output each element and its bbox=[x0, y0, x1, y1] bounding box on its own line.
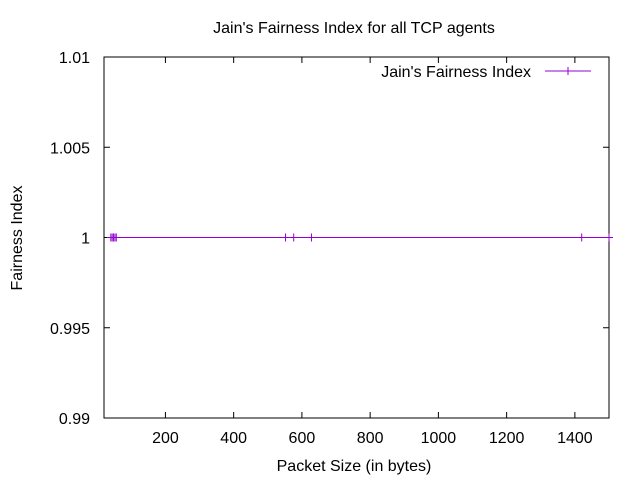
legend: Jain's Fairness Index bbox=[381, 64, 591, 81]
series-layer bbox=[106, 233, 613, 242]
y-tick-label-4: 1.01 bbox=[59, 50, 90, 67]
x-tick-label-200: 200 bbox=[152, 430, 179, 447]
x-tick-label-1000: 1000 bbox=[421, 430, 457, 447]
x-axis-label: Packet Size (in bytes) bbox=[277, 458, 432, 475]
data-point-marker bbox=[307, 233, 316, 242]
y-tick-label-1: 0.995 bbox=[50, 321, 90, 338]
x-tick-label-800: 800 bbox=[357, 430, 384, 447]
y-tick-label-0: 0.99 bbox=[59, 411, 90, 428]
x-tick-label-600: 600 bbox=[289, 430, 316, 447]
y-axis-ticks: 0.99 0.995 1 1.005 1.01 bbox=[50, 50, 609, 428]
y-tick-label-3: 1.005 bbox=[50, 140, 90, 157]
data-point-marker bbox=[281, 233, 290, 242]
chart-title: Jain's Fairness Index for all TCP agents bbox=[213, 20, 495, 37]
data-point-marker bbox=[112, 233, 121, 242]
data-point-marker bbox=[577, 233, 586, 242]
x-tick-label-1400: 1400 bbox=[557, 430, 593, 447]
y-tick-label-2: 1 bbox=[81, 231, 90, 248]
legend-label-fairness-index: Jain's Fairness Index bbox=[381, 64, 531, 81]
y-axis-label: Fairness Index bbox=[9, 186, 26, 291]
x-tick-label-1200: 1200 bbox=[489, 430, 525, 447]
x-axis-ticks: 200 400 600 800 1000 1200 1400 bbox=[152, 57, 593, 447]
data-point-marker bbox=[605, 233, 613, 242]
data-point-marker bbox=[289, 233, 298, 242]
x-tick-label-400: 400 bbox=[220, 430, 247, 447]
